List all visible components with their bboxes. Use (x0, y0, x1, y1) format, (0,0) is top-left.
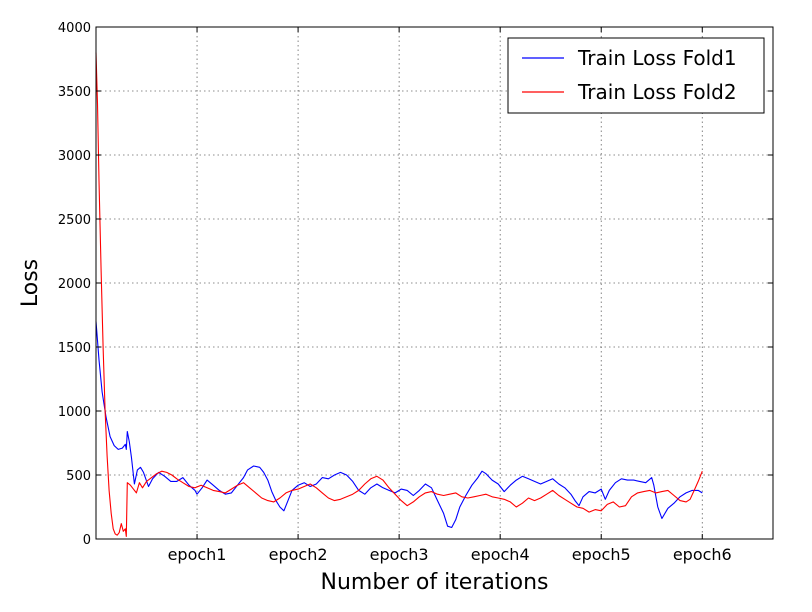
y-tick-label: 1000 (58, 405, 91, 420)
y-tick-label: 1500 (58, 341, 91, 356)
y-tick-label: 2500 (58, 213, 91, 228)
y-tick-label: 3500 (58, 85, 91, 100)
legend-label: Train Loss Fold2 (577, 80, 737, 104)
series-line-1 (95, 321, 703, 529)
series-line-2 (95, 52, 703, 537)
y-tick-label: 4000 (58, 21, 91, 36)
y-tick-label: 3000 (58, 149, 91, 164)
series-lines (95, 52, 703, 537)
grid-lines (96, 27, 773, 539)
legend-frame (507, 37, 765, 114)
legend: Train Loss Fold1 Train Loss Fold2 (507, 37, 765, 114)
axis-tick-labels: 0 500 1000 1500 2000 2500 3000 3500 4000 epoch1 ep… (58, 21, 732, 564)
legend-label: Train Loss Fold1 (577, 46, 737, 70)
x-tick-label: epoch6 (673, 545, 732, 564)
x-tick-label: epoch4 (471, 545, 530, 564)
axis-ticks (96, 26, 773, 540)
y-tick-label: 2000 (58, 277, 91, 292)
x-axis-label: Number of iterations (321, 570, 549, 595)
x-tick-label: epoch3 (370, 545, 429, 564)
y-axis-label: Loss (18, 259, 43, 307)
x-tick-label: epoch2 (269, 545, 328, 564)
y-tick-label: 500 (66, 469, 91, 484)
x-tick-label: epoch1 (168, 545, 227, 564)
y-tick-label: 0 (83, 533, 91, 548)
x-tick-label: epoch5 (572, 545, 631, 564)
